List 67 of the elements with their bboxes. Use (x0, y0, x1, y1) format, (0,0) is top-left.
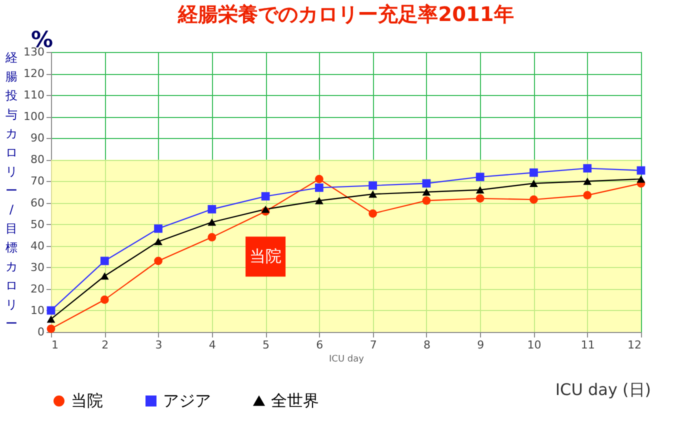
point (315, 174, 324, 184)
point (46, 315, 56, 323)
point (530, 168, 538, 177)
legend-label: アジア (163, 391, 211, 410)
point (100, 256, 109, 266)
annotation: 当院 (250, 246, 282, 266)
y-tick-label: 10 (30, 304, 44, 317)
point (583, 191, 592, 200)
y-tick-label: 30 (30, 260, 44, 274)
legend-label: 当院 (71, 391, 103, 410)
point (368, 181, 377, 190)
x-tick-label: 5 (262, 338, 270, 352)
point (530, 195, 538, 204)
y-tick-label: 110 (24, 88, 44, 102)
y-tick-label: 20 (30, 282, 44, 296)
point (46, 306, 56, 315)
y-tick-label: 50 (30, 218, 44, 231)
point (368, 209, 377, 218)
point (476, 172, 484, 182)
point (422, 196, 431, 205)
point (208, 205, 216, 214)
x-tick-label: 12 (628, 338, 642, 352)
text: ICU day (日) (555, 380, 651, 399)
y-tick-label: 60 (30, 196, 44, 210)
point (636, 175, 646, 183)
y-tick-label: 70 (30, 174, 44, 188)
x-tick-label: 4 (208, 338, 216, 352)
point (261, 206, 270, 213)
y-tick-label: 40 (30, 239, 44, 252)
point (583, 164, 592, 172)
legend-label: 全世界 (271, 391, 319, 410)
x-tick-label: 3 (155, 338, 162, 352)
y-tick-label: 90 (30, 132, 44, 145)
point (476, 186, 484, 194)
point (100, 272, 109, 280)
chart-title: 経腸栄養でのカロリー充足率2011年 (177, 2, 514, 26)
x-tick-label: 8 (423, 338, 430, 352)
x-tick-label: 1 (52, 338, 58, 352)
point (208, 218, 216, 226)
point (100, 296, 109, 304)
x-tick-label: 7 (370, 338, 377, 352)
point (261, 192, 270, 200)
x-tick-label: 2 (102, 338, 109, 352)
text: 経腸投与カロリー/目標カロリー (6, 50, 18, 330)
x-tick-label: 10 (527, 338, 542, 352)
y-tick-label: 120 (24, 67, 44, 80)
point (154, 224, 162, 233)
point (315, 196, 324, 204)
x-tick-label: 9 (477, 338, 484, 352)
x-tick-label: 11 (580, 338, 595, 352)
point (636, 166, 646, 175)
point (476, 194, 484, 203)
y-tick-label: 100 (24, 110, 44, 124)
y-tick-label: 130 (24, 46, 44, 58)
point (583, 178, 592, 185)
point (315, 184, 324, 192)
point (422, 179, 431, 188)
y-tick-label: 0 (38, 326, 44, 338)
point (422, 188, 431, 196)
y-tick-label: 80 (30, 153, 44, 166)
x-tick-label: 6 (316, 338, 324, 352)
point (154, 238, 162, 246)
point (208, 233, 216, 242)
x-axis-title: ICU day (329, 354, 365, 364)
point (530, 180, 538, 188)
point (154, 256, 162, 266)
point (368, 190, 377, 198)
